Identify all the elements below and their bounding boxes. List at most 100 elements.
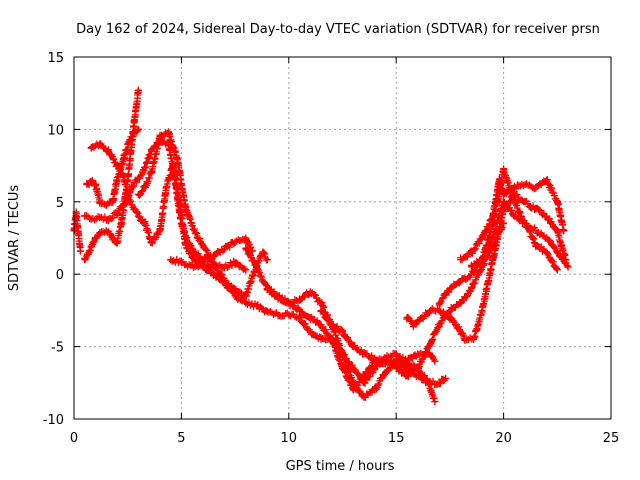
data-point xyxy=(190,227,198,235)
data-point xyxy=(134,125,142,133)
data-point xyxy=(162,183,170,191)
data-point xyxy=(403,357,411,365)
data-point xyxy=(188,262,196,270)
data-point xyxy=(242,234,250,242)
data-point xyxy=(91,180,99,188)
y-axis-title: SDTVAR / TECUs xyxy=(7,185,22,292)
data-point xyxy=(444,311,452,319)
data-point xyxy=(81,256,89,264)
data-point xyxy=(553,198,561,206)
y-tick-label: 5 xyxy=(56,196,64,211)
data-point xyxy=(339,328,346,336)
data-point xyxy=(489,256,497,264)
data-point xyxy=(87,215,95,223)
data-point xyxy=(87,178,95,186)
x-tick-label: 0 xyxy=(70,431,78,446)
data-point xyxy=(424,343,432,351)
data-point xyxy=(553,266,561,274)
data-point xyxy=(220,244,228,252)
data-point xyxy=(435,299,443,307)
data-point xyxy=(317,335,325,343)
data-point xyxy=(553,248,561,256)
data-point xyxy=(457,277,465,285)
data-point xyxy=(414,350,422,358)
data-point xyxy=(521,198,529,206)
data-point xyxy=(478,306,486,314)
data-point xyxy=(182,205,190,213)
data-point xyxy=(96,214,104,222)
data-point xyxy=(560,227,568,235)
data-point xyxy=(543,212,551,220)
data-point xyxy=(478,256,486,264)
data-point xyxy=(446,306,454,314)
data-point xyxy=(248,247,256,255)
series-track-9 xyxy=(263,285,439,387)
data-point xyxy=(418,314,426,322)
data-point xyxy=(403,372,411,380)
data-point xyxy=(173,183,181,191)
data-point xyxy=(510,183,518,191)
data-point xyxy=(306,314,314,322)
data-point xyxy=(231,259,239,267)
data-point xyxy=(392,350,400,358)
y-tick-label: -10 xyxy=(43,413,64,428)
data-point xyxy=(134,212,142,220)
data-point xyxy=(414,364,422,372)
axis-ticks: 0 5 10 15 20 25 -10 -5 0 5 10 15 xyxy=(43,51,620,446)
data-point xyxy=(532,227,540,235)
data-point xyxy=(253,263,261,271)
data-point xyxy=(147,169,155,177)
data-point xyxy=(409,321,417,329)
data-point xyxy=(274,311,282,319)
data-point xyxy=(102,227,110,235)
data-point xyxy=(532,241,540,249)
data-point xyxy=(199,263,207,271)
data-point xyxy=(81,212,89,220)
data-point xyxy=(274,292,282,300)
data-point xyxy=(104,147,112,155)
data-point xyxy=(199,241,207,249)
data-point xyxy=(403,314,411,322)
data-point xyxy=(242,266,250,274)
data-point xyxy=(117,220,125,228)
data-point xyxy=(500,198,508,206)
data-point xyxy=(220,263,228,271)
data-point xyxy=(147,238,155,246)
data-point xyxy=(147,147,155,155)
data-point xyxy=(167,256,175,264)
data-point xyxy=(328,335,336,343)
data-point xyxy=(360,379,368,387)
data-point xyxy=(177,259,185,267)
data-point xyxy=(495,176,503,184)
data-point xyxy=(467,285,475,293)
data-point xyxy=(263,256,271,264)
y-tick-label: 0 xyxy=(56,268,64,283)
data-point xyxy=(532,205,540,213)
data-point xyxy=(113,238,121,246)
data-point xyxy=(521,220,529,228)
data-point xyxy=(210,270,218,278)
y-tick-label: 10 xyxy=(47,123,64,138)
data-point xyxy=(521,180,529,188)
data-point xyxy=(532,183,540,191)
data-point xyxy=(360,393,368,401)
data-point xyxy=(328,321,336,329)
series-markers xyxy=(403,190,570,344)
data-point xyxy=(83,180,91,188)
series-markers xyxy=(83,125,142,210)
data-point xyxy=(553,227,561,235)
y-tick-label: 15 xyxy=(47,51,64,66)
data-point xyxy=(113,176,121,184)
data-point xyxy=(119,154,127,162)
data-point xyxy=(457,256,465,264)
data-point xyxy=(457,299,465,307)
data-point xyxy=(296,296,304,304)
series-track-14 xyxy=(467,198,572,271)
series-track-8 xyxy=(242,244,439,406)
data-point xyxy=(134,86,142,94)
y-tick-label: -5 xyxy=(51,341,64,356)
data-point xyxy=(134,191,142,199)
data-point xyxy=(139,169,147,177)
data-point xyxy=(231,292,239,300)
data-point xyxy=(424,379,432,387)
